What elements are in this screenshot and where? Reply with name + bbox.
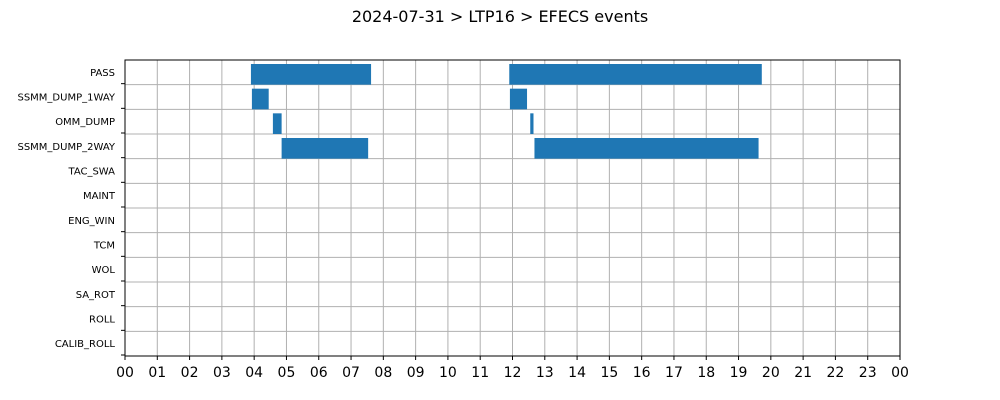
x-axis-ticks: 00 01 02 03 04 05 06 07 08 09 10 11 12 13 14 15 16 17 18 19…	[116, 356, 909, 381]
x-tick-label: 16	[633, 365, 651, 381]
y-tick-label: TCM	[93, 241, 115, 252]
x-tick-label: 22	[827, 365, 845, 381]
event-bar	[251, 88, 269, 110]
x-tick-label: 05	[278, 365, 296, 381]
event-bar	[250, 64, 372, 85]
y-tick-label: ENG_WIN	[68, 216, 115, 227]
x-tick-label: 13	[536, 365, 554, 381]
y-tick-label: CALIB_ROLL	[55, 339, 116, 350]
event-bar	[509, 88, 528, 110]
event-bars	[250, 64, 762, 159]
y-tick-label: PASS	[90, 68, 115, 79]
y-tick-label: OMM_DUMP	[55, 117, 115, 128]
y-tick-label: SSMM_DUMP_1WAY	[17, 93, 115, 104]
event-bar	[281, 138, 369, 159]
x-tick-label: 00	[116, 365, 134, 381]
x-tick-label: 01	[148, 365, 166, 381]
event-bar	[272, 113, 282, 134]
y-axis-ticks: PASS SSMM_DUMP_1WAY OMM_DUMP SSMM_DUMP_2WAY…	[17, 68, 125, 356]
y-tick-label: SA_ROT	[76, 290, 116, 301]
y-tick-label: ROLL	[89, 315, 115, 326]
y-tick-label: SSMM_DUMP_2WAY	[17, 142, 115, 153]
x-tick-label: 15	[600, 365, 618, 381]
x-tick-label: 07	[342, 365, 360, 381]
y-tick-label: WOL	[92, 265, 116, 276]
x-tick-label: 00	[891, 365, 909, 381]
event-bar	[534, 138, 759, 159]
y-tick-label: MAINT	[83, 191, 116, 202]
x-tick-label: 23	[859, 365, 877, 381]
x-tick-label: 02	[181, 365, 199, 381]
x-tick-label: 08	[374, 365, 392, 381]
x-tick-label: 18	[697, 365, 715, 381]
x-tick-label: 03	[213, 365, 231, 381]
x-tick-label: 11	[471, 365, 489, 381]
x-tick-label: 09	[407, 365, 425, 381]
x-tick-label: 12	[504, 365, 522, 381]
x-tick-label: 21	[794, 365, 812, 381]
x-tick-label: 10	[439, 365, 457, 381]
event-bar	[509, 64, 762, 85]
x-tick-label: 20	[762, 365, 780, 381]
x-tick-label: 17	[665, 365, 683, 381]
y-tick-label: TAC_SWA	[67, 167, 115, 178]
x-tick-label: 06	[310, 365, 328, 381]
chart-title: 2024-07-31 > LTP16 > EFECS events	[352, 7, 648, 26]
x-tick-label: 14	[568, 365, 586, 381]
event-bar	[530, 113, 534, 134]
x-tick-label: 19	[730, 365, 748, 381]
x-tick-label: 04	[245, 365, 263, 381]
